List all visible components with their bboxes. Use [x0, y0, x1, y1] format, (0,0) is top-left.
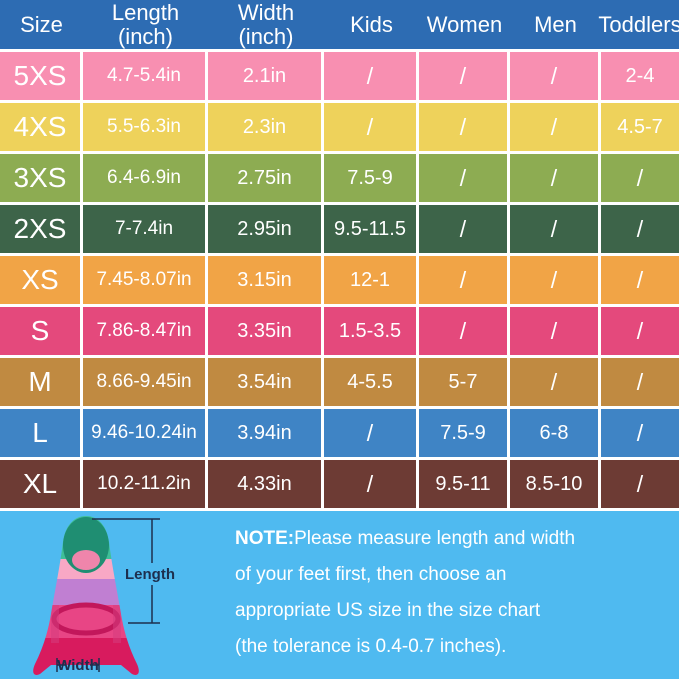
width-cell: 3.94in [208, 409, 321, 457]
table-header-row: Size Length (inch) Width (inch) Kids Wom… [0, 0, 679, 49]
size-cell: 2XS [0, 205, 80, 253]
men-cell: 6-8 [510, 409, 598, 457]
men-cell: / [510, 205, 598, 253]
width-cell: 2.95in [208, 205, 321, 253]
women-cell: 5-7 [419, 358, 507, 406]
toddlers-cell: 4.5-7 [601, 103, 679, 151]
length-cell: 10.2-11.2in [83, 460, 205, 508]
toddlers-cell: / [601, 409, 679, 457]
women-cell: / [419, 154, 507, 202]
men-cell: / [510, 358, 598, 406]
size-cell: XS [0, 256, 80, 304]
swim-fin-icon: Length Width [33, 516, 175, 675]
header-kids: Kids [350, 11, 393, 37]
width-cell: 2.75in [208, 154, 321, 202]
toddlers-cell: / [601, 256, 679, 304]
header-toddlers: Toddlers [598, 11, 679, 37]
size-cell: XL [0, 460, 80, 508]
width-cell: 3.35in [208, 307, 321, 355]
kids-cell: 7.5-9 [324, 154, 416, 202]
note-bold-prefix: NOTE: [235, 528, 295, 549]
width-cell: 4.33in [208, 460, 321, 508]
women-cell: / [419, 52, 507, 100]
header-width: Width (inch) [237, 0, 295, 49]
women-cell: / [419, 205, 507, 253]
size-cell: 3XS [0, 154, 80, 202]
length-label: Length [125, 566, 175, 583]
width-cell: 3.54in [208, 358, 321, 406]
men-cell: / [510, 154, 598, 202]
width-cell: 2.1in [208, 52, 321, 100]
width-cell: 3.15in [208, 256, 321, 304]
toddlers-cell: / [601, 307, 679, 355]
length-cell: 5.5-6.3in [83, 103, 205, 151]
header-length: Length (inch) [111, 0, 180, 49]
women-cell: / [419, 103, 507, 151]
men-cell: / [510, 52, 598, 100]
width-label: Width [57, 657, 99, 674]
women-cell: / [419, 256, 507, 304]
length-cell: 6.4-6.9in [83, 154, 205, 202]
header-size: Size [20, 11, 63, 37]
kids-cell: 12-1 [324, 256, 416, 304]
women-cell: / [419, 307, 507, 355]
note-body: Please measure length and width of your … [235, 528, 576, 657]
length-cell: 8.66-9.45in [83, 358, 205, 406]
note-text: NOTE:Please measure length and width of … [235, 521, 655, 665]
kids-cell: 1.5-3.5 [324, 307, 416, 355]
toddlers-cell: / [601, 358, 679, 406]
men-cell: / [510, 103, 598, 151]
size-cell: 4XS [0, 103, 80, 151]
length-cell: 7.86-8.47in [83, 307, 205, 355]
kids-cell: / [324, 103, 416, 151]
kids-cell: 4-5.5 [324, 358, 416, 406]
men-cell: / [510, 256, 598, 304]
header-women: Women [426, 11, 503, 37]
length-cell: 7-7.4in [83, 205, 205, 253]
size-cell: S [0, 307, 80, 355]
header-men: Men [534, 11, 577, 37]
length-cell: 9.46-10.24in [83, 409, 205, 457]
men-cell: 8.5-10 [510, 460, 598, 508]
size-table: 5XS 4.7-5.4in 2.1in / / / 2-4 4XS 5.5-6.… [0, 52, 679, 508]
toddlers-cell: / [601, 154, 679, 202]
women-cell: 9.5-11 [419, 460, 507, 508]
length-cell: 7.45-8.07in [83, 256, 205, 304]
men-cell: / [510, 307, 598, 355]
length-cell: 4.7-5.4in [83, 52, 205, 100]
toddlers-cell: / [601, 460, 679, 508]
width-cell: 2.3in [208, 103, 321, 151]
size-cell: L [0, 409, 80, 457]
toddlers-cell: 2-4 [601, 52, 679, 100]
kids-cell: 9.5-11.5 [324, 205, 416, 253]
women-cell: 7.5-9 [419, 409, 507, 457]
size-cell: M [0, 358, 80, 406]
size-cell: 5XS [0, 52, 80, 100]
kids-cell: / [324, 460, 416, 508]
note-section: Length Width NOTE:Please measure length … [0, 511, 679, 679]
kids-cell: / [324, 52, 416, 100]
kids-cell: / [324, 409, 416, 457]
fin-diagram: Length Width [20, 513, 200, 684]
toddlers-cell: / [601, 205, 679, 253]
